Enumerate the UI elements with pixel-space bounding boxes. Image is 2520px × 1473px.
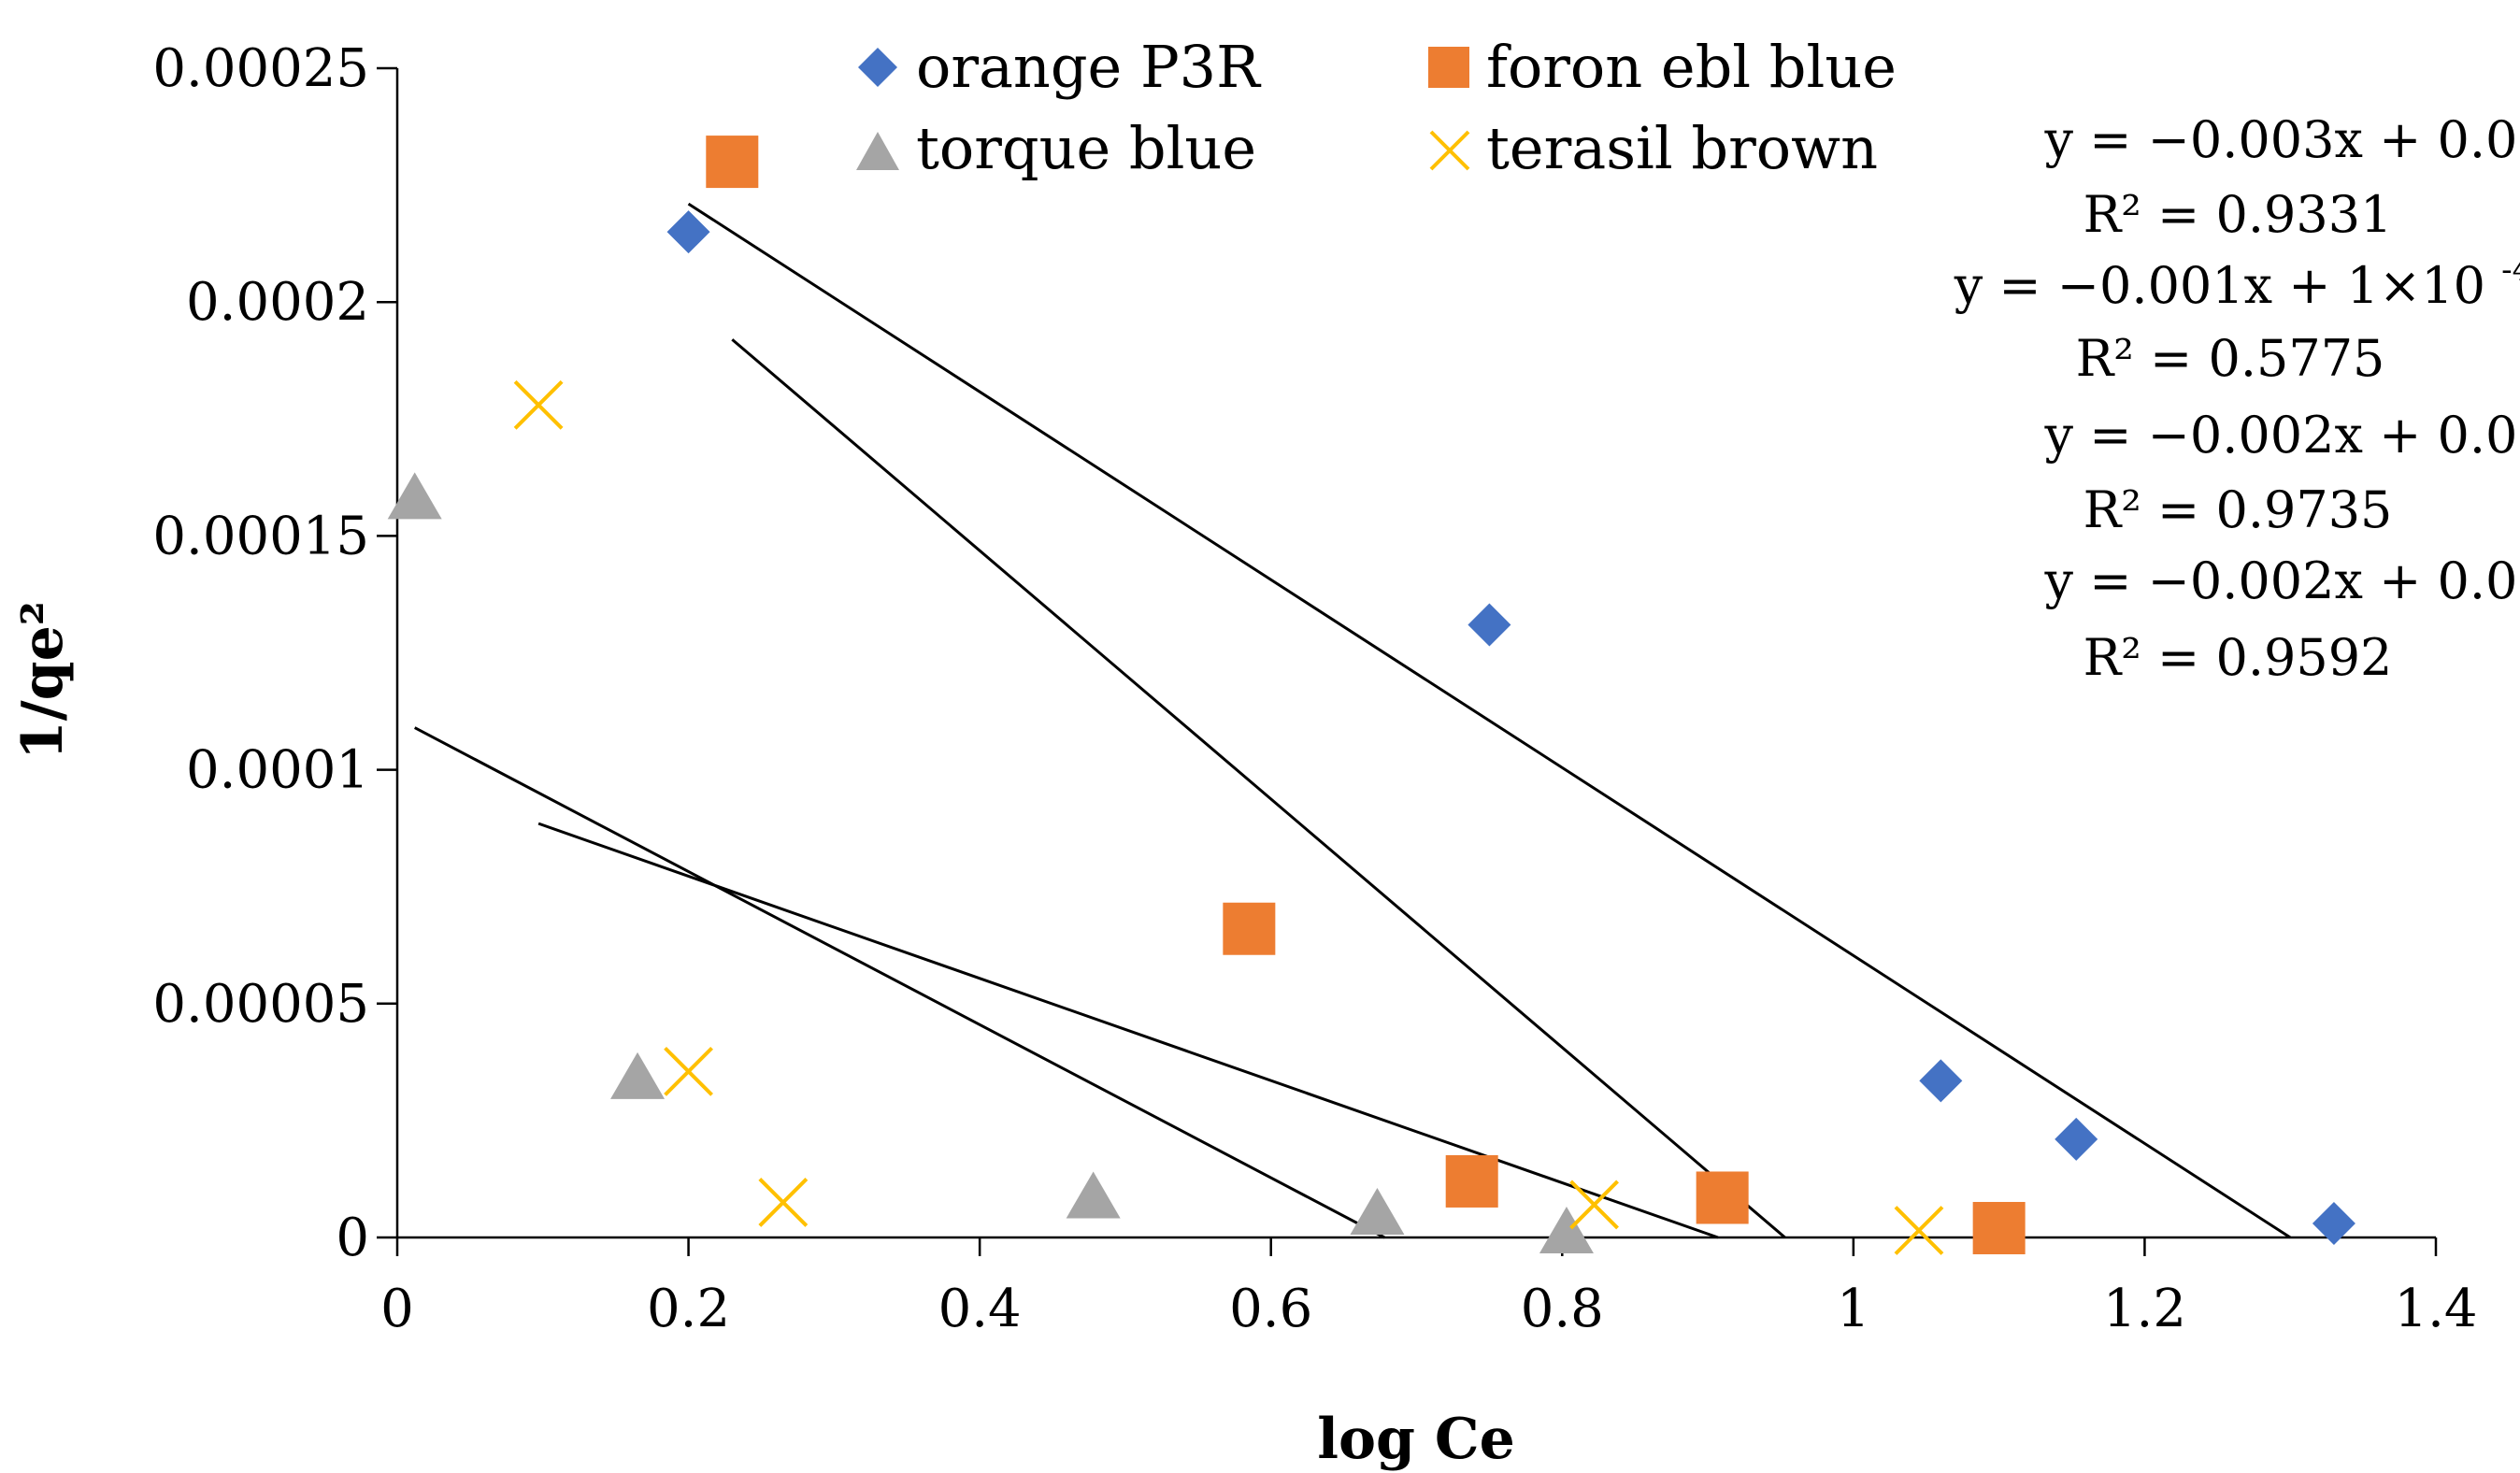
equation-4: y = −0.002x + 0.0001: [2044, 551, 2520, 610]
r-squared-2: R² = 0.5775: [2076, 329, 2385, 388]
data-point-x: [1894, 1206, 1944, 1255]
axes: 0 0.00005 0.0001 0.00015 0.0002 0.00025 0 0.2 0.…: [152, 38, 2477, 1339]
data-point-triangle: [387, 472, 442, 520]
equation-3: y = −0.002x + 0.0003: [2044, 406, 2520, 465]
x-tick-label: 0.6: [1229, 1279, 1312, 1339]
legend: orange P3R foron ebl blue torque blue te…: [856, 33, 1897, 182]
data-point-triangle: [610, 1051, 666, 1099]
equation-1: y = −0.003x + 0.0003: [2044, 110, 2520, 169]
y-axis-title: 1/qe²: [10, 601, 76, 760]
data-point-x: [1569, 1180, 1619, 1230]
data-point-square: [1972, 1201, 2026, 1254]
legend-item-orange-p3r[interactable]: orange P3R: [858, 33, 1262, 101]
trendline: [413, 726, 1385, 1239]
x-marker-icon: [1429, 130, 1470, 171]
data-point-triangle: [1350, 1187, 1405, 1235]
y-tick-label: 0.00005: [152, 974, 369, 1035]
data-point-triangle: [1539, 1206, 1594, 1253]
data-point-x: [758, 1178, 809, 1227]
r-squared-4: R² = 0.9592: [2083, 628, 2393, 687]
data-point-square: [1445, 1154, 1498, 1208]
trendline: [687, 202, 2292, 1239]
x-tick-label: 1.2: [2103, 1279, 2186, 1339]
data-point-diamond: [666, 210, 710, 254]
x-axis-title: log Ce: [1317, 1407, 1515, 1472]
trendline-equations: y = −0.003x + 0.0003 R² = 0.9331 y = −0.…: [1954, 110, 2520, 687]
y-tick-label: 0.00015: [152, 506, 369, 566]
data-point-diamond: [2312, 1201, 2355, 1245]
data-point-square: [706, 136, 759, 189]
equation-2: y = −0.001x + 1×10 -4: [1954, 251, 2520, 315]
diamond-marker-icon: [858, 48, 897, 87]
x-tick-label: 0.4: [938, 1279, 1022, 1339]
trendlines: [413, 202, 2292, 1239]
x-tick-label: 1: [1837, 1279, 1870, 1339]
data-points: [387, 136, 2355, 1255]
triangle-marker-icon: [856, 132, 899, 170]
data-point-square: [1696, 1171, 1749, 1224]
legend-label: torque blue: [916, 114, 1256, 182]
equation-2-base: y = −0.001x + 1×10: [1954, 256, 2485, 315]
legend-item-foron-ebl-blue[interactable]: foron ebl blue: [1428, 33, 1897, 101]
y-tick-label: 0.0001: [186, 740, 369, 801]
equation-2-exponent: -4: [2501, 251, 2520, 289]
x-tick-label: 0: [380, 1279, 414, 1339]
trendline: [537, 822, 1719, 1239]
square-marker-icon: [1428, 47, 1469, 88]
x-tick-label: 0.2: [647, 1279, 730, 1339]
legend-item-terasil-brown[interactable]: terasil brown: [1429, 114, 1878, 182]
y-tick-label: 0: [336, 1208, 369, 1268]
data-point-square: [1223, 902, 1276, 955]
x-tick-label: 0.8: [1521, 1279, 1604, 1339]
r-squared-1: R² = 0.9331: [2083, 185, 2393, 244]
legend-label: terasil brown: [1486, 114, 1878, 182]
data-point-diamond: [1468, 603, 1511, 647]
legend-label: foron ebl blue: [1486, 33, 1897, 101]
data-point-triangle: [1066, 1171, 1121, 1219]
data-point-diamond: [2055, 1117, 2098, 1161]
data-point-x: [664, 1046, 713, 1096]
y-tick-label: 0.00025: [152, 38, 369, 99]
trendline: [731, 338, 1786, 1239]
r-squared-3: R² = 0.9735: [2083, 480, 2393, 539]
y-tick-label: 0.0002: [186, 272, 369, 333]
legend-label: orange P3R: [916, 33, 1262, 101]
x-tick-label: 1.4: [2394, 1279, 2477, 1339]
data-point-diamond: [1919, 1059, 1963, 1103]
legend-item-torque-blue[interactable]: torque blue: [856, 114, 1256, 182]
data-point-x: [513, 379, 564, 430]
